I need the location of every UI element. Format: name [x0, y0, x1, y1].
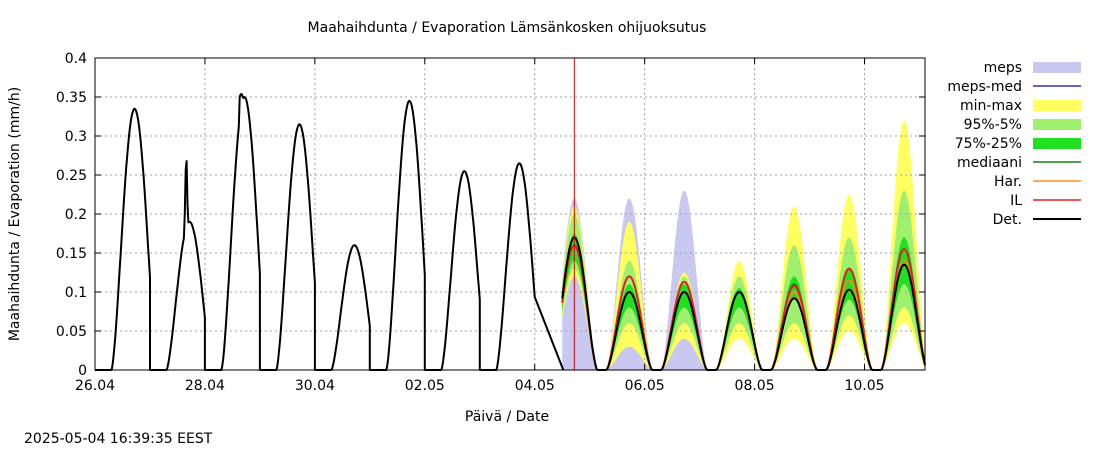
y-tick-label: 0.35	[56, 90, 87, 106]
y-tick-label: 0.15	[56, 246, 87, 262]
legend-label: 75%-25%	[955, 136, 1022, 152]
x-tick-label: 10.05	[844, 378, 884, 394]
y-tick-label: 0.25	[56, 168, 87, 184]
chart-title: Maahaihdunta / Evaporation Lämsänkosken …	[308, 20, 707, 36]
legend-swatch	[1033, 100, 1081, 111]
legend-label: IL	[1010, 193, 1022, 209]
x-axis-label: Päivä / Date	[465, 409, 549, 425]
legend-label: 95%-5%	[964, 117, 1022, 133]
det-line	[561, 236, 926, 371]
x-tick-label: 30.04	[295, 378, 335, 394]
legend-swatch	[1033, 119, 1081, 130]
y-tick-label: 0.05	[56, 324, 87, 340]
legend-label: mediaani	[957, 155, 1022, 171]
legend: meps meps-med min-max 95%-5% 75%-25% mediaani…	[947, 60, 1081, 228]
x-tick-label: 26.04	[75, 378, 115, 394]
x-tick-label: 04.05	[515, 378, 555, 394]
observed-line	[94, 93, 565, 371]
grid-lines	[94, 57, 925, 370]
legend-label: meps	[984, 60, 1022, 76]
min-max-band	[562, 120, 925, 371]
x-tick-label: 08.05	[735, 378, 775, 394]
y-tick-label: 0	[78, 363, 87, 379]
y-axis-label: Maahaihdunta / Evaporation (mm/h)	[7, 87, 23, 341]
legend-label: min-max	[960, 98, 1022, 114]
y-tick-label: 0.1	[65, 285, 87, 301]
y-tick-label: 0.4	[65, 51, 87, 67]
p95-p5-band	[562, 190, 925, 370]
x-tick-label: 06.05	[625, 378, 665, 394]
x-tick-label: 28.04	[185, 378, 225, 394]
timestamp: 2025-05-04 16:39:35 EEST	[24, 431, 213, 447]
y-tick-label: 0.3	[65, 129, 87, 145]
legend-label: Har.	[994, 174, 1022, 190]
legend-label: Det.	[993, 212, 1022, 228]
legend-swatch	[1033, 62, 1081, 73]
y-tick-label: 0.2	[65, 207, 87, 223]
x-tick-label: 02.05	[405, 378, 445, 394]
axis-ticks: 0 0.05 0.1 0.15 0.2 0.25 0.3 0.35 0.4 26.04 28.04 3…	[56, 51, 925, 394]
legend-swatch	[1033, 138, 1081, 149]
legend-label: meps-med	[947, 79, 1022, 95]
